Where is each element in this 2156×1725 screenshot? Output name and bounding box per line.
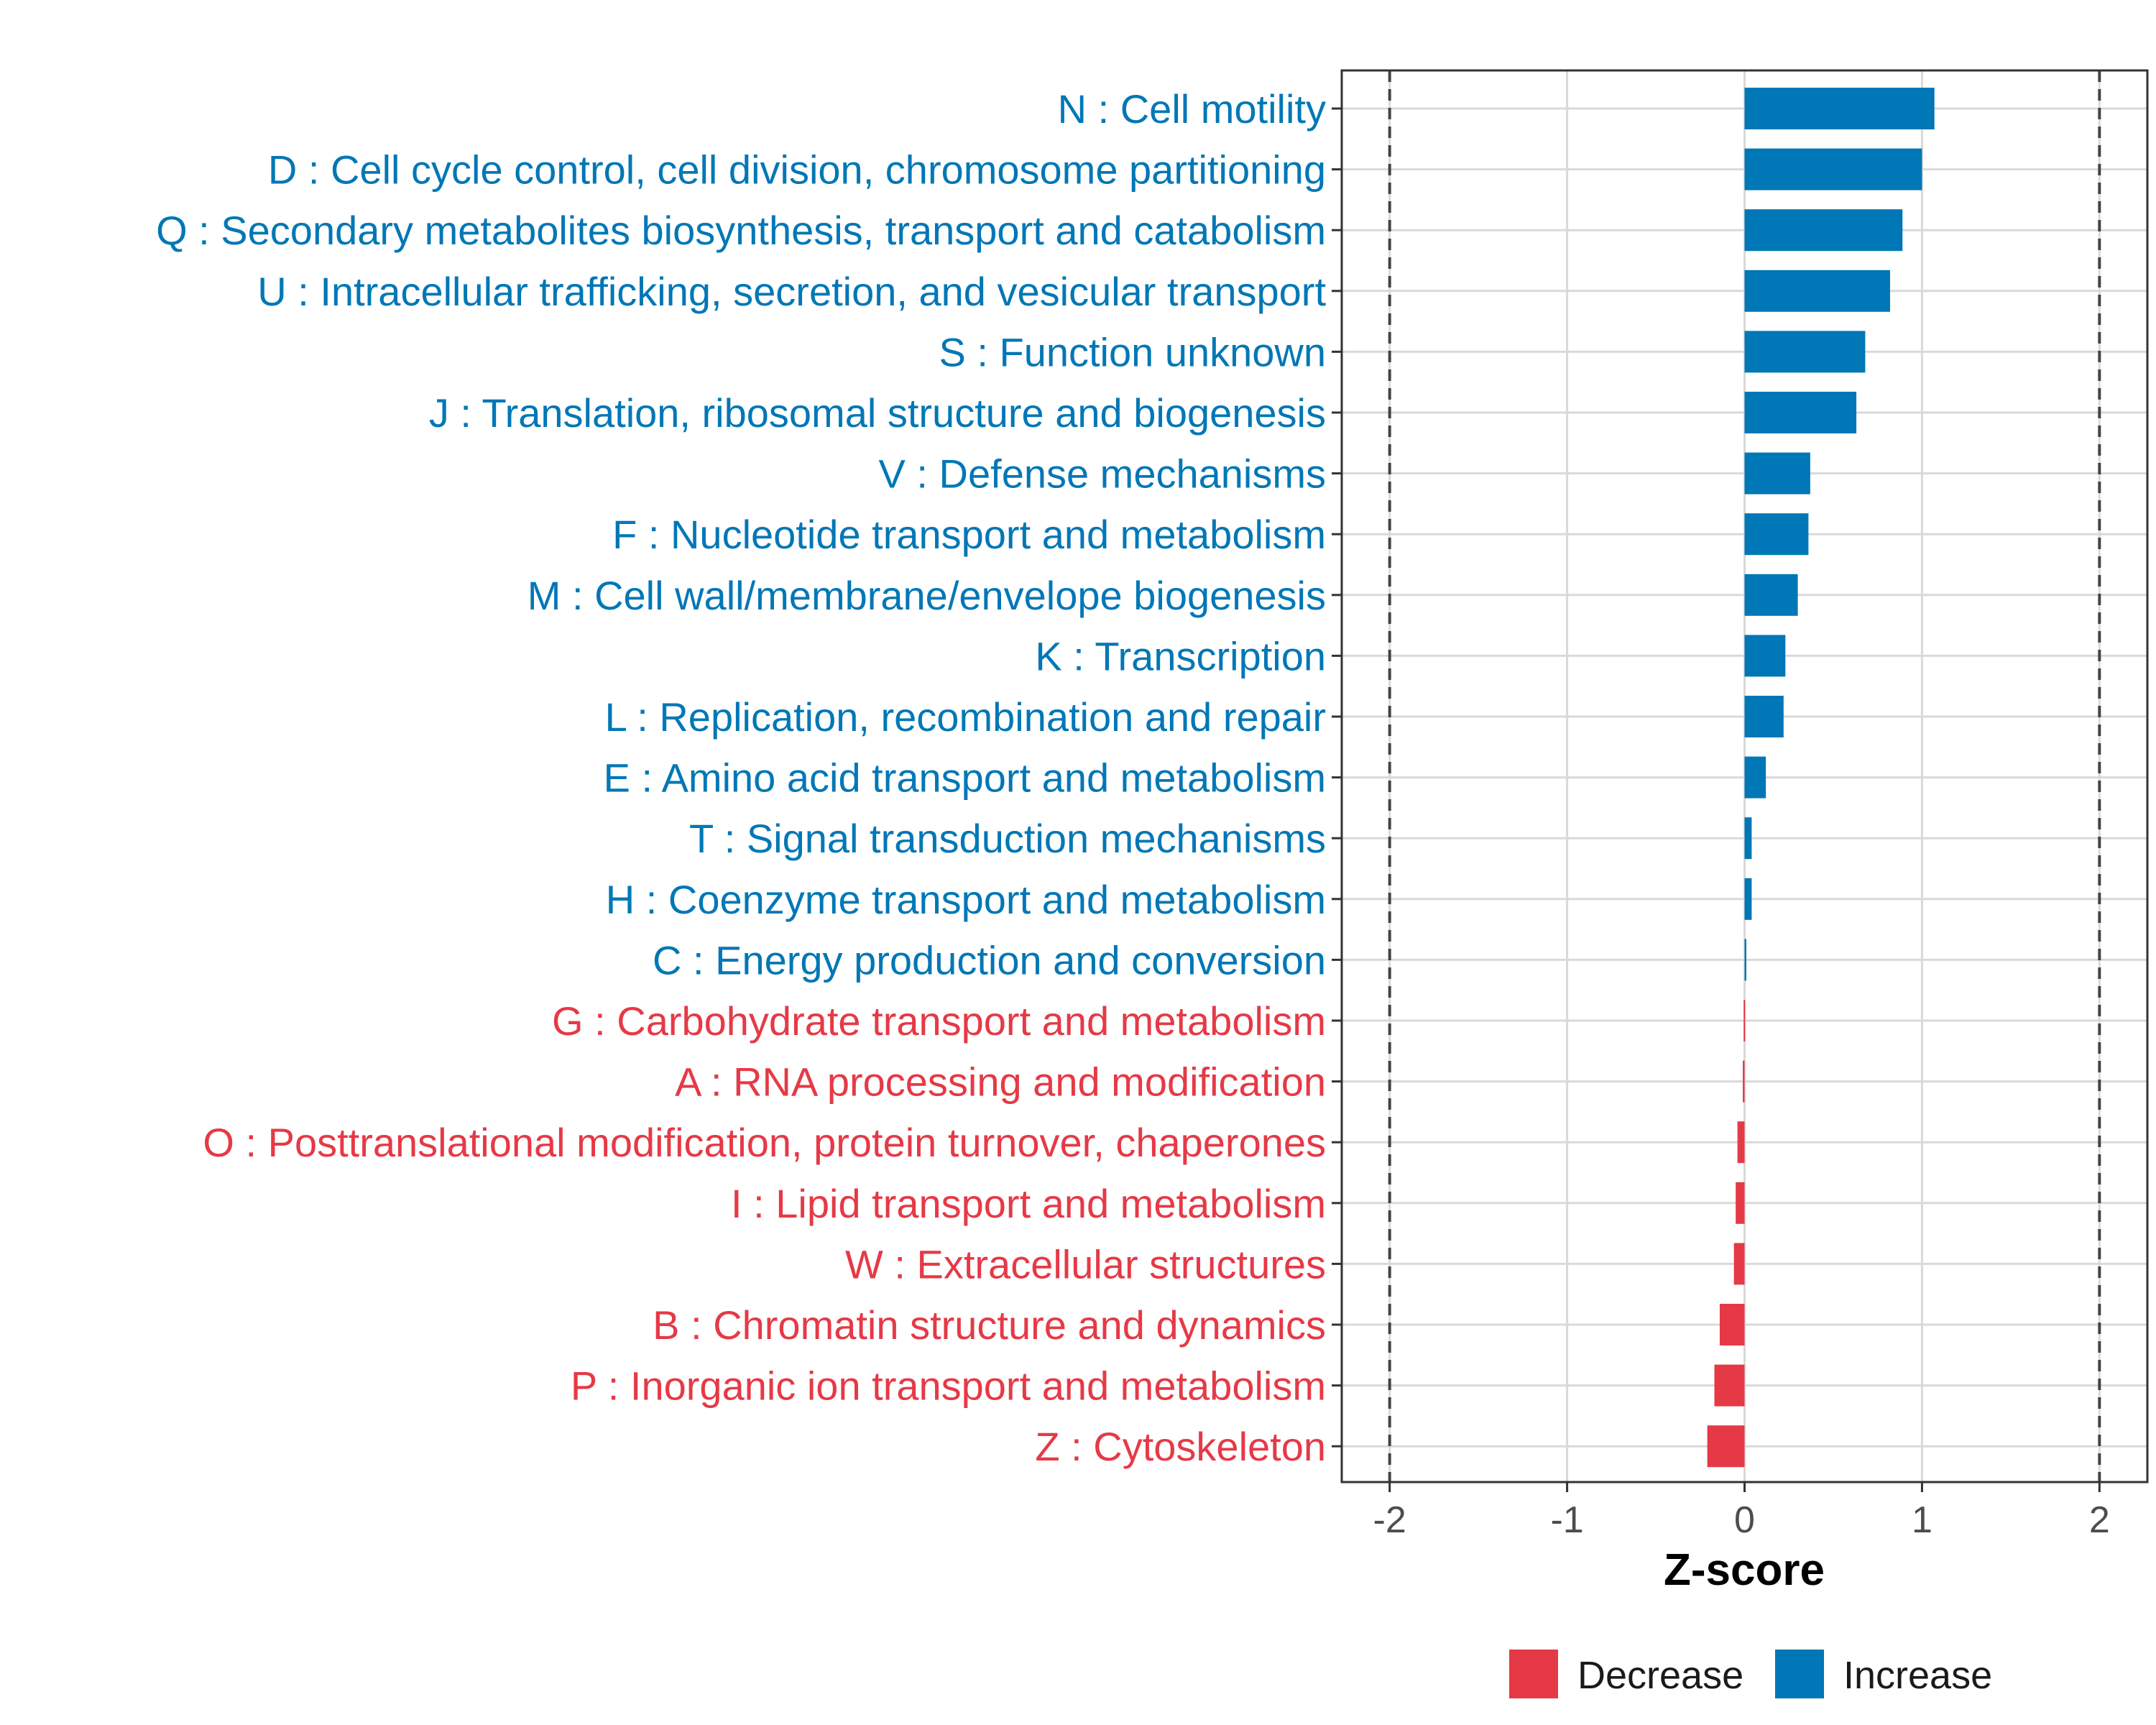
bar-decrease (1743, 1060, 1745, 1103)
category-label: A : RNA processing and modification (675, 1059, 1326, 1105)
category-label: Q : Secondary metabolites biosynthesis, … (156, 208, 1326, 253)
bar-increase (1744, 331, 1866, 373)
category-label: S : Function unknown (939, 329, 1326, 374)
category-label: P : Inorganic ion transport and metaboli… (571, 1363, 1326, 1409)
category-label: W : Extracellular structures (845, 1241, 1326, 1287)
category-label: V : Defense mechanisms (879, 451, 1326, 497)
legend-swatch-decrease (1509, 1650, 1558, 1698)
bar-decrease (1719, 1304, 1745, 1346)
bar-increase (1744, 756, 1766, 799)
category-label: U : Intracellular trafficking, secretion… (257, 269, 1326, 314)
category-label: M : Cell wall/membrane/envelope biogenes… (528, 573, 1326, 618)
reference-lines (1388, 70, 2101, 1482)
bar-increase (1744, 696, 1784, 737)
category-label: J : Translation, ribosomal structure and… (429, 390, 1326, 436)
category-label: Z : Cytoskeleton (1035, 1424, 1326, 1469)
legend: Decrease Increase (1509, 1650, 1992, 1698)
bar-increase (1744, 878, 1752, 920)
bar-increase (1744, 817, 1752, 860)
bar-decrease (1743, 1000, 1746, 1041)
category-label: O : Posttranslational modification, prot… (203, 1120, 1326, 1165)
legend-swatch-increase (1775, 1650, 1824, 1698)
bar-decrease (1737, 1121, 1745, 1164)
bar-increase (1744, 148, 1922, 190)
category-label: D : Cell cycle control, cell division, c… (268, 147, 1326, 193)
x-tick-label: -1 (1550, 1499, 1583, 1541)
bar-increase (1744, 392, 1857, 433)
bar-increase (1744, 939, 1746, 981)
bar-increase (1744, 513, 1809, 556)
bar-increase (1744, 209, 1903, 252)
bar-decrease (1707, 1425, 1745, 1468)
category-label: N : Cell motility (1058, 86, 1326, 132)
category-label: F : Nucleotide transport and metabolism (612, 512, 1326, 557)
category-label: G : Carbohydrate transport and metabolis… (552, 998, 1326, 1044)
category-label: L : Replication, recombination and repai… (605, 694, 1326, 740)
x-axis-ticks: -2 -1 0 1 2 (1373, 1482, 2110, 1541)
bar-decrease (1733, 1243, 1745, 1285)
legend-label-decrease: Decrease (1577, 1654, 1743, 1697)
legend-label-increase: Increase (1843, 1654, 1992, 1697)
x-tick-label: 1 (1912, 1499, 1932, 1541)
bars (1707, 88, 1935, 1468)
x-axis-title: Z-score (1664, 1545, 1825, 1595)
bar-increase (1744, 88, 1935, 129)
bar-decrease (1736, 1182, 1745, 1224)
category-label: K : Transcription (1035, 633, 1326, 678)
bar-increase (1744, 635, 1786, 677)
category-label: C : Energy production and conversion (653, 937, 1326, 983)
category-label: H : Coenzyme transport and metabolism (606, 877, 1326, 922)
x-tick-label: 2 (2089, 1499, 2110, 1541)
x-tick-label: -2 (1373, 1499, 1406, 1541)
bar-increase (1744, 270, 1890, 312)
category-labels: N : Cell motility D : Cell cycle control,… (156, 86, 1342, 1469)
bar-increase (1744, 574, 1798, 616)
bar-increase (1744, 452, 1810, 494)
category-label: T : Signal transduction mechanisms (689, 816, 1326, 861)
category-label: B : Chromatin structure and dynamics (653, 1302, 1326, 1348)
category-label: E : Amino acid transport and metabolism (604, 755, 1326, 801)
x-tick-label: 0 (1734, 1499, 1755, 1541)
bar-decrease (1714, 1364, 1745, 1407)
category-label: I : Lipid transport and metabolism (731, 1181, 1326, 1226)
